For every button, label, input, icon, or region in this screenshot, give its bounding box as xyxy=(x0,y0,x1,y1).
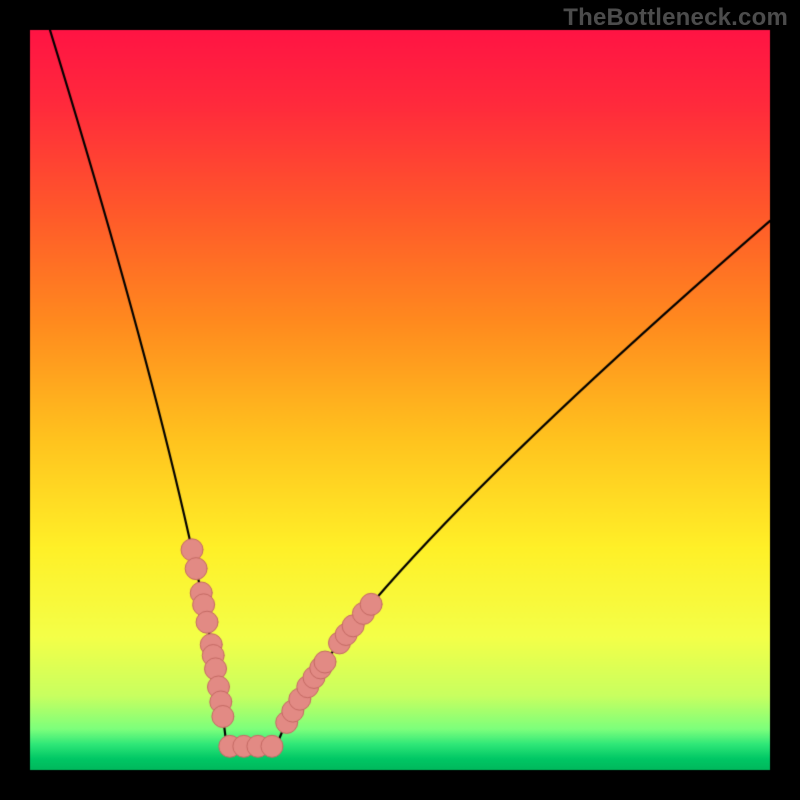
watermark-text: TheBottleneck.com xyxy=(563,4,788,32)
bottleneck-curve-chart xyxy=(0,0,800,800)
chart-stage: TheBottleneck.com xyxy=(0,0,800,800)
